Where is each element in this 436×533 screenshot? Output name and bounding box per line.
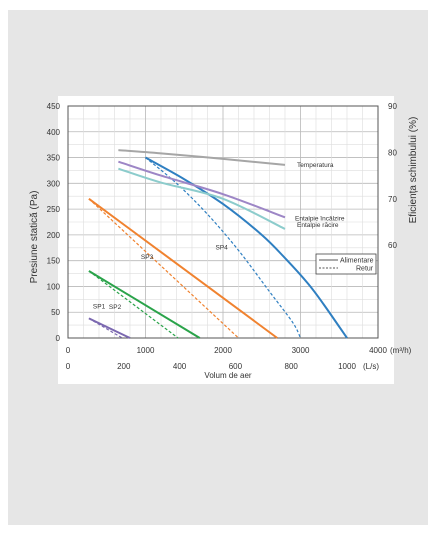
legend-solid-label: Alimentare <box>340 258 374 265</box>
y-tick-label: 400 <box>47 128 61 137</box>
x-top-tick-label: 2000 <box>214 346 232 355</box>
x-top-tick-label: 0 <box>66 346 71 355</box>
x-bottom-unit: (L/s) <box>363 362 379 371</box>
y2-tick-label: 60 <box>388 241 397 250</box>
y2-tick-label: 80 <box>388 148 397 157</box>
x-top-tick-label: 4000 <box>369 346 387 355</box>
y-tick-label: 250 <box>47 205 61 214</box>
legend-box <box>315 253 377 275</box>
series-entalpie-r-cire-solid <box>118 167 286 230</box>
y-tick-label: 150 <box>47 257 61 266</box>
curve-label: SP4 <box>216 245 229 252</box>
x-bottom-tick-label: 0 <box>66 362 71 371</box>
curve-label: SP1 <box>93 303 106 310</box>
chart-panel <box>58 96 394 384</box>
series-sp3-solid <box>88 197 278 339</box>
x-bottom-tick-label: 400 <box>173 362 187 371</box>
curve-label: SP3 <box>141 254 154 261</box>
series-sp1-solid <box>88 317 131 339</box>
series-sp1-dashed <box>88 317 123 339</box>
x-bottom-tick-label: 800 <box>285 362 299 371</box>
y-axis-title: Presiune statică (Pa) <box>29 191 40 284</box>
y-tick-label: 300 <box>47 179 61 188</box>
legend-dashed-label: Retur <box>356 266 374 273</box>
series-sp3-dashed <box>88 198 239 339</box>
y2-tick-label: 70 <box>388 195 397 204</box>
plot-border <box>67 105 379 339</box>
x-top-tick-label: 3000 <box>292 346 310 355</box>
curve-label: Entalpie încălzire <box>295 215 345 222</box>
curve-label: Entalpie răcire <box>297 222 339 229</box>
y2-axis-title: Eficiența schimbului (%) <box>408 117 419 224</box>
series-sp2-solid <box>88 270 201 339</box>
y2-tick-label: 90 <box>388 102 397 111</box>
curve-labels: SP1 SP2 SP3 SP4 Temperatura Entalpie încălzir… <box>93 162 345 311</box>
x-axis-title: Volum de aer <box>204 371 251 380</box>
x-bottom-tick-label: 1000 <box>338 362 356 371</box>
y-tick-label: 350 <box>47 154 61 163</box>
x-bottom-tick-label: 200 <box>117 362 131 371</box>
y-tick-label: 50 <box>51 308 60 317</box>
series-entalpie-nc-lzire-solid <box>118 160 286 219</box>
y-tick-label: 200 <box>47 231 61 240</box>
curve-label: Temperatura <box>297 162 334 169</box>
series-sp2-dashed <box>88 270 179 339</box>
series-sp4-solid <box>145 156 348 339</box>
y-tick-label: 100 <box>47 282 61 291</box>
y-tick-label: 450 <box>47 102 61 111</box>
series-sp4-dashed <box>145 157 302 339</box>
x-top-unit: (m³/h) <box>390 346 412 355</box>
curves <box>88 149 348 339</box>
x-bottom-tick-label: 600 <box>229 362 243 371</box>
curve-label: SP2 <box>109 304 122 311</box>
series-temperatura-solid <box>118 149 286 166</box>
y-tick-label: 0 <box>56 334 61 343</box>
x-top-tick-label: 1000 <box>137 346 155 355</box>
legend: Alimentare Retur <box>315 253 377 275</box>
